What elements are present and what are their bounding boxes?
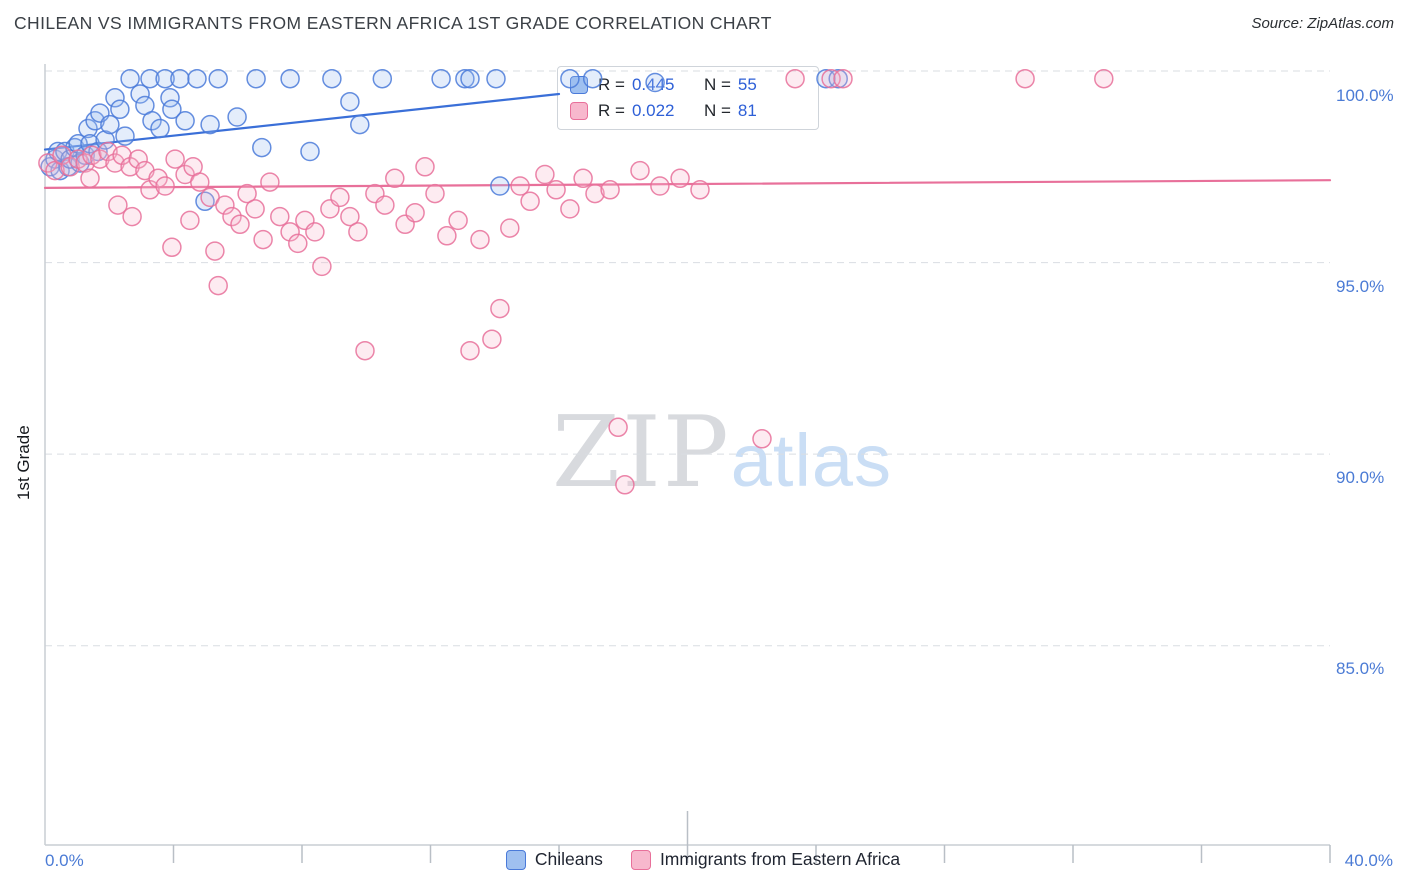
pink-series-swatch-icon [570,102,588,120]
x-min-label: 0.0% [45,851,84,870]
n-value: 81 [737,101,757,120]
legend-row-chileans: R = 0.445 N = 55 [570,75,806,95]
legend-label-immigrants: Immigrants from Eastern Africa [659,849,901,869]
y-tick-label-90: 90.0% [1336,468,1385,487]
y-tick-label-100: 100.0% [1336,86,1394,105]
blue-series-swatch-icon [570,76,588,94]
chart-title: CHILEAN VS IMMIGRANTS FROM EASTERN AFRIC… [14,13,772,33]
r-label: R = [598,75,625,94]
r-value: 0.022 [631,101,675,120]
y-tick-label-85: 85.0% [1336,659,1385,678]
n-label: N = [703,75,731,94]
correlation-legend-box: R = 0.445 N = 55 R = 0.022 N = 81 [557,66,819,130]
legend-row-immigrants: R = 0.022 N = 81 [570,101,806,121]
immigrants-swatch-icon [630,849,651,870]
x-max-label: 40.0% [1344,851,1393,870]
legend-item-immigrants: Immigrants from Eastern Africa [630,849,901,870]
n-label: N = [703,101,731,120]
source-label: Source: ZipAtlas.com [1251,15,1394,32]
watermark-zip: ZIP [552,396,731,510]
legend-label-chileans: Chileans [534,849,603,869]
bottom-legend: Chileans Immigrants from Eastern Africa [0,849,1406,870]
watermark: ZIPatlas [552,396,892,510]
r-value: 0.445 [631,75,675,94]
n-value: 55 [737,75,757,94]
watermark-atlas: atlas [730,419,893,502]
chileans-swatch-icon [505,849,526,870]
r-label: R = [598,101,625,120]
y-tick-label-95: 95.0% [1336,277,1385,296]
y-axis-title: 1st Grade [14,425,33,501]
legend-item-chileans: Chileans [505,849,603,870]
